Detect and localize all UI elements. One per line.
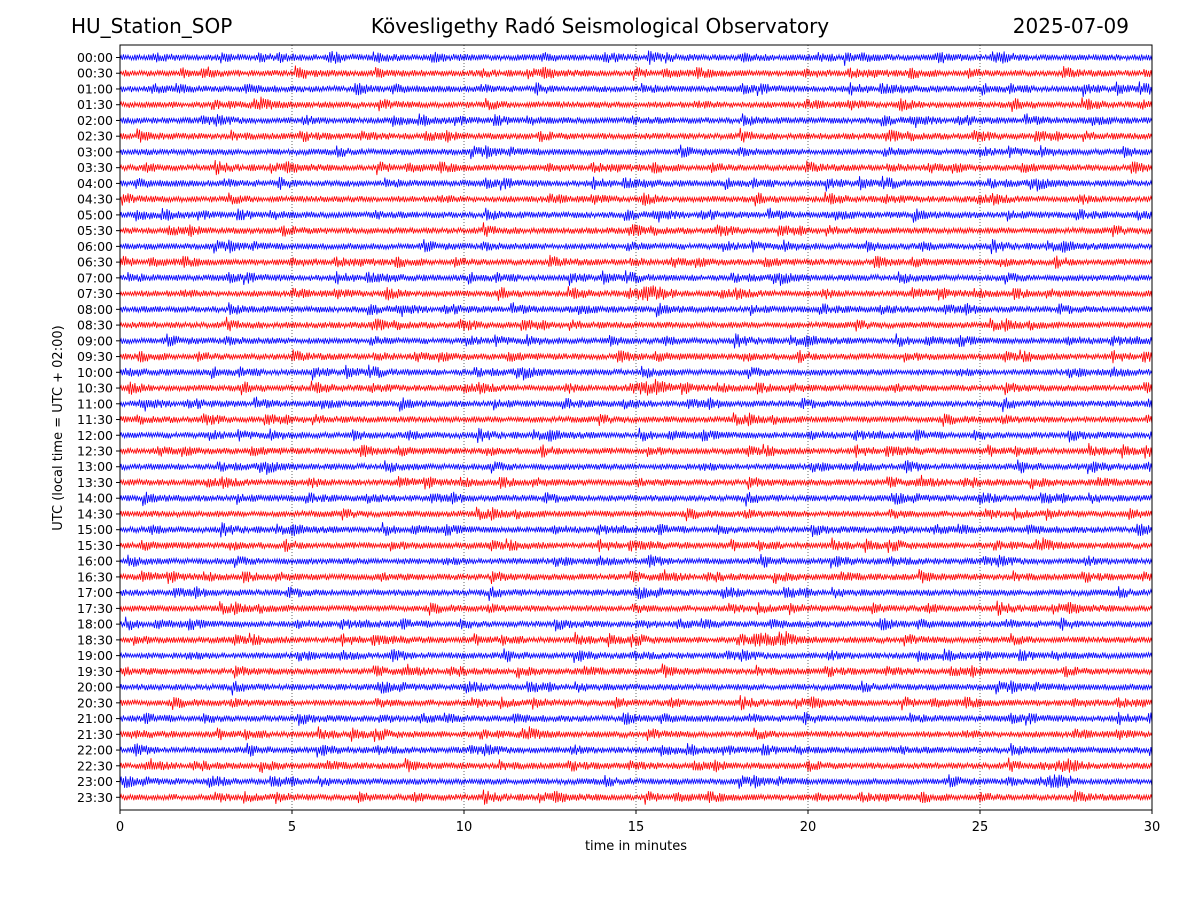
- y-tick-label-1530: 15:30: [77, 538, 113, 553]
- x-tick-label-30: 30: [1144, 820, 1161, 835]
- y-tick-label-1100: 11:00: [77, 396, 113, 411]
- x-tick-label-20: 20: [800, 820, 817, 835]
- trace-0900: [119, 333, 1153, 349]
- trace-2230: [119, 757, 1153, 773]
- y-tick-label-0030: 00:30: [77, 66, 113, 81]
- y-tick-label-1600: 16:00: [77, 554, 113, 569]
- x-tick-label-25: 25: [972, 820, 989, 835]
- y-tick-label-2200: 22:00: [77, 743, 113, 758]
- y-tick-label-0730: 07:30: [77, 286, 113, 301]
- y-tick-label-1230: 12:30: [77, 444, 113, 459]
- y-tick-label-0830: 08:30: [77, 318, 113, 333]
- station-name: HU_Station_SOP: [71, 14, 233, 38]
- trace-1930: [119, 663, 1153, 679]
- y-tick-label-0900: 09:00: [77, 333, 113, 348]
- y-tick-label-1700: 17:00: [77, 585, 113, 600]
- y-tick-label-0700: 07:00: [77, 270, 113, 285]
- x-tick-label-10: 10: [456, 820, 473, 835]
- y-tick-label-0100: 01:00: [77, 81, 113, 96]
- y-tick-label-1330: 13:30: [77, 475, 113, 490]
- y-tick-label-1130: 11:30: [77, 412, 113, 427]
- date-label: 2025-07-09: [1012, 14, 1129, 38]
- trace-2030: [119, 695, 1153, 711]
- trace-0130: [119, 96, 1153, 112]
- trace-0100: [119, 81, 1153, 97]
- y-tick-label-0400: 04:00: [77, 176, 113, 191]
- trace-0730: [119, 285, 1153, 302]
- trace-1300: [119, 459, 1153, 475]
- y-tick-label-0200: 02:00: [77, 113, 113, 128]
- y-tick-label-2330: 23:30: [77, 790, 113, 805]
- y-tick-label-1500: 15:00: [77, 522, 113, 537]
- y-tick-label-0500: 05:00: [77, 207, 113, 222]
- trace-1730: [119, 600, 1153, 616]
- observatory-title: Kövesligethy Radó Seismological Observat…: [370, 14, 830, 38]
- trace-1500: [119, 522, 1153, 538]
- y-tick-label-0000: 00:00: [77, 50, 113, 65]
- x-tick-label-5: 5: [288, 820, 296, 835]
- y-tick-label-1830: 18:30: [77, 632, 113, 647]
- x-tick-label-15: 15: [628, 820, 645, 835]
- y-tick-label-1900: 19:00: [77, 648, 113, 663]
- y-tick-label-0130: 01:30: [77, 97, 113, 112]
- y-tick-label-2230: 22:30: [77, 758, 113, 773]
- x-axis-label: time in minutes: [585, 839, 687, 854]
- y-tick-label-1000: 10:00: [77, 365, 113, 380]
- x-tick-label-0: 0: [116, 820, 124, 835]
- y-tick-label-1730: 17:30: [77, 601, 113, 616]
- trace-0700: [119, 270, 1153, 286]
- y-tick-label-1300: 13:00: [77, 459, 113, 474]
- y-tick-label-2000: 20:00: [77, 680, 113, 695]
- y-tick-label-0600: 06:00: [77, 239, 113, 254]
- y-tick-label-2300: 23:00: [77, 774, 113, 789]
- y-tick-label-2130: 21:30: [77, 727, 113, 742]
- y-tick-label-1930: 19:30: [77, 664, 113, 679]
- y-tick-label-1030: 10:30: [77, 381, 113, 396]
- grid-group: [291, 45, 981, 810]
- y-tick-label-0530: 05:30: [77, 223, 113, 238]
- y-tick-label-0330: 03:30: [77, 160, 113, 175]
- trace-0300: [119, 144, 1153, 160]
- x-ticks-group: 0 5 10 15 20 25 30: [116, 810, 1160, 835]
- y-axis-label: UTC (local time = UTC + 02:00): [51, 325, 66, 530]
- trace-0200: [119, 113, 1153, 129]
- trace-1800: [119, 616, 1153, 632]
- y-tick-label-0930: 09:30: [77, 349, 113, 364]
- trace-1530: [119, 537, 1153, 554]
- y-tick-label-1200: 12:00: [77, 428, 113, 443]
- y-tick-label-1800: 18:00: [77, 617, 113, 632]
- y-tick-label-0630: 06:30: [77, 255, 113, 270]
- y-tick-label-0430: 04:30: [77, 192, 113, 207]
- y-tick-label-1430: 14:30: [77, 506, 113, 521]
- trace-0630: [119, 254, 1153, 270]
- y-tick-label-0230: 02:30: [77, 129, 113, 144]
- y-tick-label-2030: 20:30: [77, 695, 113, 710]
- y-tick-label-0800: 08:00: [77, 302, 113, 317]
- y-ticks-group: 00:0000:3001:0001:3002:0002:3003:0003:30…: [77, 50, 120, 805]
- y-tick-label-1400: 14:00: [77, 491, 113, 506]
- trace-0930: [119, 349, 1153, 364]
- y-tick-label-2100: 21:00: [77, 711, 113, 726]
- trace-2130: [119, 726, 1153, 742]
- traces-group: [119, 50, 1153, 805]
- y-tick-label-1630: 16:30: [77, 569, 113, 584]
- y-tick-label-0300: 03:00: [77, 144, 113, 159]
- trace-0500: [119, 207, 1153, 223]
- trace-2330: [119, 789, 1153, 805]
